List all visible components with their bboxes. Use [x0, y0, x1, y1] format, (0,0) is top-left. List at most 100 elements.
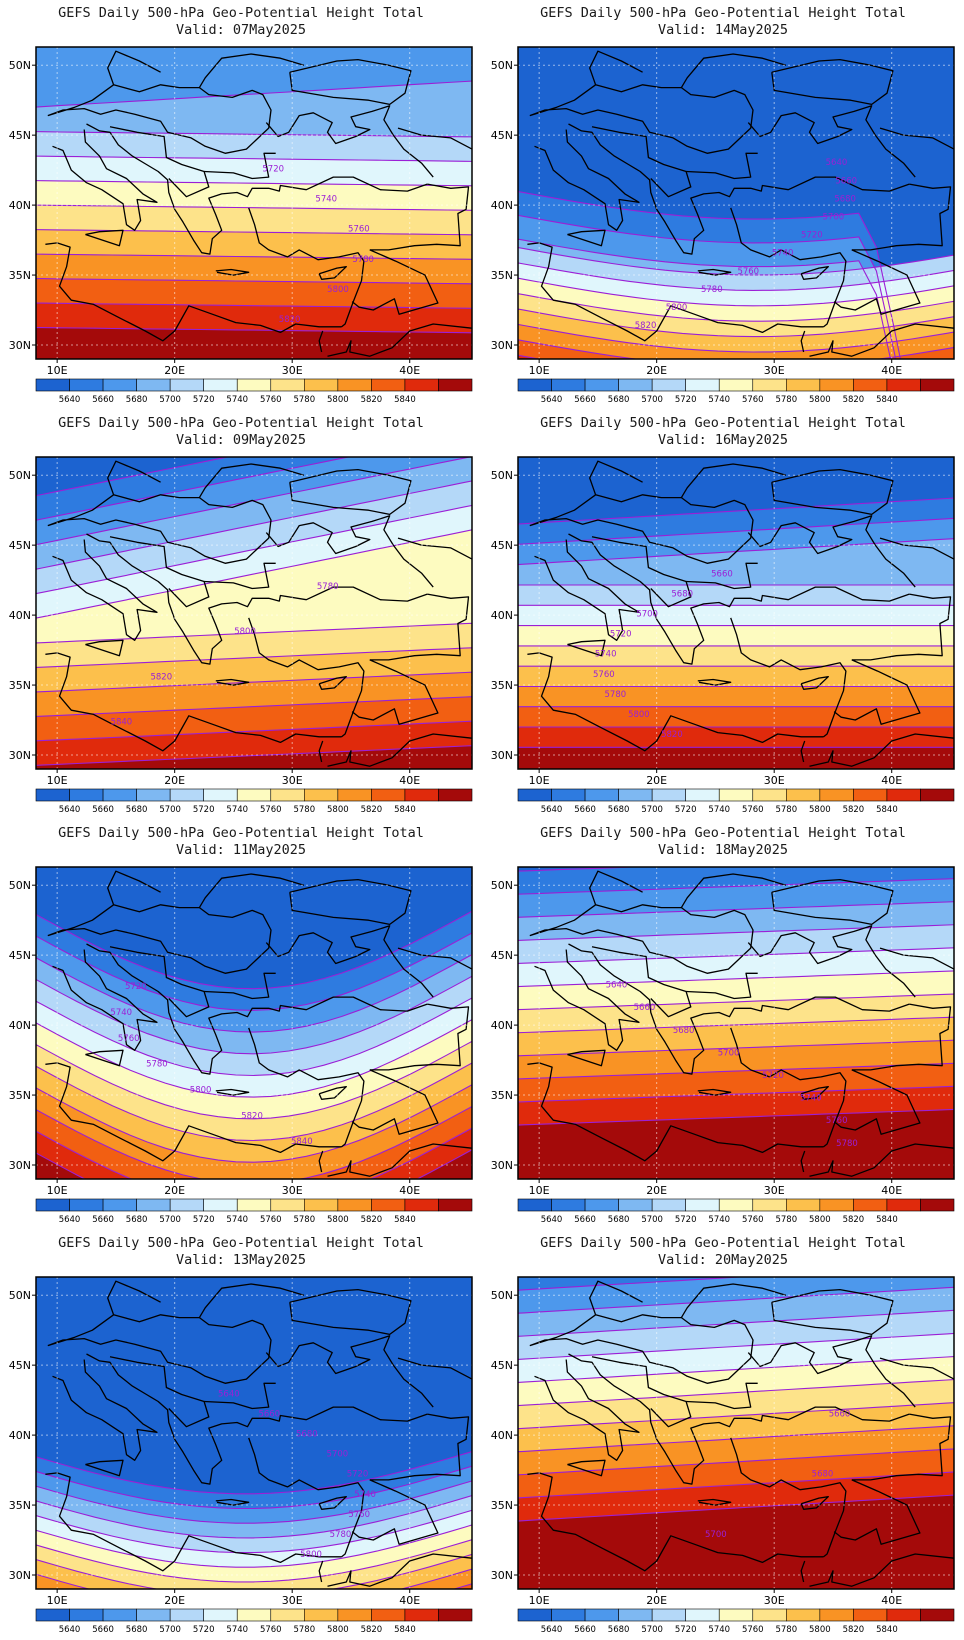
height-band — [36, 745, 472, 769]
colorbar-label: 5760 — [742, 1215, 764, 1225]
colorbar-label: 5640 — [541, 1215, 563, 1225]
contour-line — [518, 308, 954, 338]
lat-tick-label: 35N — [491, 269, 513, 282]
colorbar-label: 5660 — [574, 395, 596, 405]
lat-tick-label: 30N — [9, 749, 31, 762]
colorbar-label: 5780 — [775, 1625, 797, 1635]
border-line — [833, 659, 921, 725]
colorbar-swatch — [752, 1608, 787, 1622]
contour-line — [36, 131, 472, 138]
border-line — [879, 947, 954, 970]
colorbar-swatch — [551, 378, 586, 392]
colorbar-label: 5740 — [708, 805, 730, 815]
colorbar-swatch — [236, 1608, 272, 1622]
map-panel: GEFS Daily 500-hPa Geo-Potential Height … — [0, 0, 482, 410]
border-line — [327, 733, 472, 767]
colorbar-swatch — [819, 1608, 854, 1622]
lat-tick-label: 50N — [9, 879, 31, 892]
colorbar-label: 5740 — [708, 395, 730, 405]
colorbar-swatch — [551, 1608, 586, 1622]
colorbar-swatch — [618, 1198, 653, 1212]
lat-tick-label: 45N — [9, 949, 31, 962]
height-map: 56605680570057205740576057805800582050N4… — [491, 456, 955, 815]
contour-label: 5640 — [218, 1389, 240, 1399]
colorbar-swatch — [685, 1608, 720, 1622]
colorbar-swatch — [551, 788, 586, 802]
colorbar-swatch — [517, 378, 552, 392]
lat-tick-label: 30N — [491, 1569, 513, 1582]
contour-line — [518, 1309, 954, 1337]
border-line — [529, 494, 754, 564]
contour-line — [36, 529, 472, 619]
border-line — [318, 676, 347, 690]
border-line — [800, 1560, 806, 1583]
colorbar-label: 5840 — [394, 1625, 416, 1635]
height-map: 5640 5660 5680 5700 5720 5740 5760 5780 50N 45N 40… — [491, 866, 955, 1225]
contour-line — [36, 1040, 472, 1120]
colorbar-swatch — [35, 788, 70, 802]
colorbar-swatch — [337, 378, 372, 392]
border-line — [45, 1062, 342, 1162]
contour-line — [36, 302, 472, 309]
colorbar-swatch — [886, 788, 921, 802]
colorbar-label: 5640 — [541, 805, 563, 815]
colorbar-label: 5660 — [92, 805, 114, 815]
contour-line — [518, 993, 954, 1011]
contour-label: 5820 — [661, 730, 683, 740]
border-line — [529, 904, 754, 974]
colorbar-label: 5760 — [742, 1625, 764, 1635]
colorbar-swatch — [819, 788, 854, 802]
border-line — [327, 1553, 472, 1587]
colorbar-swatch — [404, 788, 439, 802]
colorbar-swatch — [786, 1608, 821, 1622]
border-line — [52, 1359, 158, 1461]
border-line — [800, 1086, 829, 1100]
border-line — [215, 1088, 250, 1096]
colorbar-swatch — [853, 788, 888, 802]
contour-line — [518, 1286, 954, 1314]
lat-tick-label: 35N — [9, 1499, 31, 1512]
border-line — [369, 183, 470, 251]
contour-line — [36, 1465, 472, 1510]
contour-line — [36, 1019, 472, 1098]
contour-label: 5820 — [150, 672, 172, 682]
contour-line — [36, 277, 472, 285]
contour-line — [36, 1524, 472, 1568]
colorbar-label: 5820 — [843, 395, 865, 405]
colorbar-swatch — [102, 378, 137, 392]
border-line — [318, 1150, 324, 1173]
colorbar-label: 5640 — [541, 395, 563, 405]
colorbar-swatch — [136, 1608, 171, 1622]
border-line — [289, 878, 412, 926]
contour-line — [518, 1494, 954, 1522]
border-line — [680, 873, 787, 908]
border-line — [52, 949, 158, 1051]
border-line — [215, 268, 250, 276]
colorbar-swatch — [102, 788, 137, 802]
colorbar-label: 5820 — [843, 1215, 865, 1225]
border-line — [568, 1353, 910, 1485]
border-line — [109, 126, 210, 198]
border-line — [686, 1382, 758, 1410]
border-line — [591, 536, 692, 608]
lon-tick-label: 30E — [282, 774, 303, 787]
colorbar-swatch — [920, 788, 955, 802]
contour-line — [36, 80, 472, 108]
contour-line — [506, 1241, 964, 1268]
colorbar-swatch — [304, 1198, 339, 1212]
colorbar-swatch — [69, 788, 104, 802]
colorbar-swatch — [438, 1198, 473, 1212]
border-line — [800, 266, 829, 280]
colorbar-swatch — [35, 1608, 70, 1622]
colorbar-label: 5840 — [394, 1215, 416, 1225]
lon-tick-label: 40E — [881, 774, 902, 787]
border-line — [318, 1560, 324, 1583]
map-panel: GEFS Daily 500-hPa Geo-Potential Height … — [0, 1230, 482, 1640]
height-band — [36, 1149, 472, 1179]
border-line — [568, 943, 910, 1075]
border-line — [680, 1283, 787, 1318]
contour-line — [518, 878, 954, 895]
contour-label: 5800 — [327, 285, 349, 295]
colorbar-swatch — [404, 378, 439, 392]
contour-label: 5660 — [711, 569, 733, 579]
